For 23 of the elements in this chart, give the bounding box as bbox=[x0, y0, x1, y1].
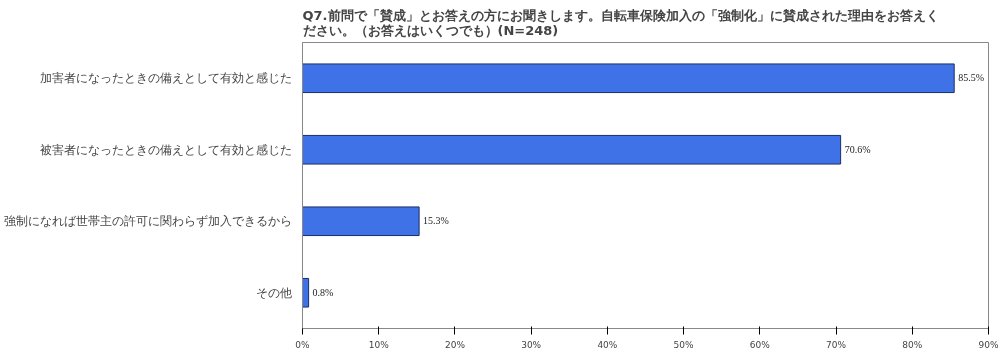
data-label: 0.8% bbox=[312, 286, 334, 298]
x-tick-label: 60% bbox=[749, 339, 771, 350]
data-label: 70.6% bbox=[844, 143, 871, 155]
bar bbox=[302, 63, 955, 94]
x-tick-label: 40% bbox=[597, 339, 618, 350]
x-tick-label: 20% bbox=[444, 339, 466, 350]
y-tick-label: 加害者になったときの備えとして有効と感じた bbox=[39, 71, 292, 86]
x-tick-label: 80% bbox=[902, 339, 923, 350]
x-tick-label: 50% bbox=[673, 339, 695, 350]
chart-title: Q7.前問で「賛成」とお答えの方にお聞きします。自転車保険加入の「強制化」に賛成された理由をお答えください。（お答えはいくつでも）(N=248) bbox=[302, 7, 939, 38]
x-tick-label: 10% bbox=[368, 339, 390, 350]
y-tick-label: 被害者になったときの備えとして有効と感じた bbox=[39, 142, 292, 157]
bar bbox=[302, 206, 420, 237]
bar bbox=[302, 134, 842, 165]
x-tick-label: 90% bbox=[978, 339, 999, 350]
x-tick-label: 0% bbox=[295, 339, 311, 350]
data-label: 15.3% bbox=[423, 215, 449, 227]
data-label: 85.5% bbox=[958, 72, 985, 84]
y-tick-label: その他 bbox=[255, 285, 292, 300]
x-tick-label: 30% bbox=[521, 339, 542, 350]
bar bbox=[302, 277, 310, 308]
y-tick-label: 強制になれば世帯主の許可に関わらず加入できるから bbox=[3, 214, 292, 229]
x-tick-label: 70% bbox=[826, 339, 847, 350]
